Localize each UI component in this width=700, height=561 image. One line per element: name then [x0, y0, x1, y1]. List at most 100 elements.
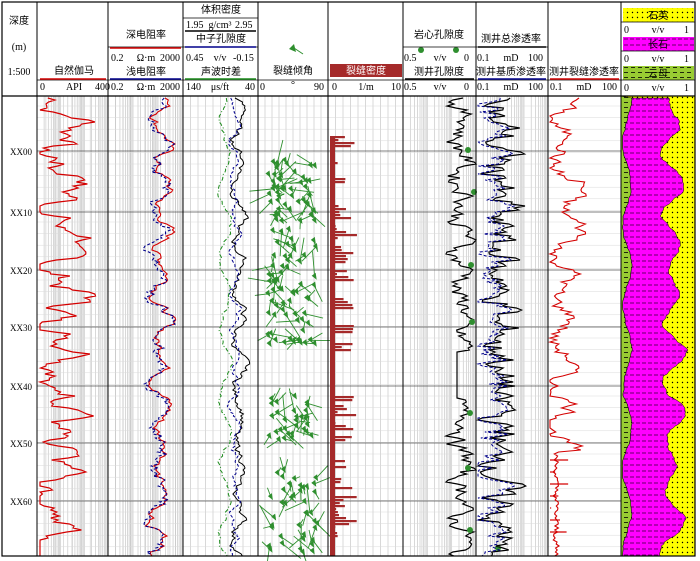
fracture-dip-tail — [271, 301, 295, 311]
fracture-dip-tadpole — [267, 545, 273, 553]
fracture-dip-tadpole — [288, 185, 294, 193]
fracture-dip-tadpole — [298, 179, 304, 187]
fracture-dip-tadpole — [282, 201, 288, 209]
fracture-dip-tadpole — [311, 281, 317, 289]
fracture-dip-tadpole — [310, 236, 316, 244]
fracture-dip-tail — [302, 513, 307, 526]
fracture-dip-tadpole — [306, 177, 312, 185]
core-porosity-point — [467, 410, 473, 416]
fperm-min: 0.1 — [550, 82, 563, 93]
fracture-dip-tadpole — [270, 177, 276, 185]
fracture-dip-tail — [270, 216, 276, 226]
fracture-dip-tail — [257, 334, 269, 342]
fracture-density-bar — [330, 523, 350, 526]
fracture-dip-tadpole — [298, 280, 304, 288]
ac-unit: μs/ft — [211, 82, 229, 93]
ac-curve — [217, 97, 234, 557]
fracture-dip-tadpole — [268, 523, 274, 531]
fracture-dip-tadpole — [271, 311, 277, 319]
fracture-dip-tail — [300, 523, 302, 550]
quartz-unit: v/v — [652, 25, 665, 36]
fracture-dip-tadpole — [301, 251, 307, 259]
fracture-density-bar — [330, 460, 345, 463]
fracture-dip-tadpole — [279, 539, 285, 547]
fracture-dip-tadpole — [296, 521, 302, 529]
fracture-dip-tadpole — [298, 413, 304, 421]
mica-min: 0 — [624, 83, 629, 94]
fracture-density-bar — [330, 301, 348, 304]
fracture-density-bar — [330, 439, 346, 442]
fracture-dip-tadpole — [311, 479, 317, 487]
fracture-density-bar — [330, 499, 344, 502]
gr-curve-name: 自然伽马 — [54, 64, 94, 77]
fracture-dip-tadpole — [290, 491, 296, 499]
fracture-dip-tadpole — [304, 294, 310, 302]
fracture-density-bar — [330, 276, 349, 279]
fracture-density-bar — [330, 436, 352, 439]
fracture-dip-tadpole — [303, 407, 309, 415]
fracture-dip-tadpole — [284, 256, 290, 264]
core-porosity-point — [468, 262, 474, 268]
fracture-dip-tadpole — [281, 338, 287, 346]
den-unit: g/cm³ — [209, 20, 232, 31]
fracture-dip-tadpole — [281, 156, 287, 164]
fracture-dip-tadpole — [275, 210, 281, 218]
fracture-dip-tadpole — [266, 277, 272, 285]
fracture-dip-tadpole — [271, 171, 277, 179]
fracture-dip-tadpole — [311, 272, 317, 280]
fracture-dip-tail — [298, 215, 312, 222]
fracture-dip-tadpole — [274, 408, 280, 416]
ac-max: 40 — [245, 82, 255, 93]
fracture-density-bar — [330, 487, 353, 490]
fracture-dip-tadpole — [311, 162, 317, 170]
fracture-dip-tadpole — [266, 271, 272, 279]
fperm-unit: mD — [577, 82, 592, 93]
mica-unit: v/v — [652, 83, 665, 94]
dip-legend-tadpole — [289, 44, 296, 52]
fracture-dip-tail — [271, 333, 292, 338]
fracture-density-bar — [330, 425, 346, 428]
fracture-dip-tadpole — [282, 416, 288, 424]
fracture-dip-tadpole — [281, 434, 287, 442]
fracture-density-bar — [330, 217, 352, 220]
fracture-dip-tadpole — [268, 329, 274, 337]
fracture-dip-tadpole — [278, 532, 284, 540]
fracture-density-bar — [330, 331, 353, 334]
res-deep-max: 2000 — [160, 53, 180, 64]
log-phi-min: 0.5 — [404, 82, 417, 93]
fperm-max: 100 — [602, 82, 617, 93]
fracture-dip-tadpole — [300, 483, 306, 491]
fracture-density-bar — [330, 496, 357, 499]
fracture-density-bar — [330, 304, 353, 307]
fracture-density-bar — [330, 136, 335, 556]
fracture-dip-tadpole — [266, 190, 272, 198]
fracture-dip-tadpole — [278, 285, 284, 293]
gr-curve — [37, 97, 97, 556]
dip-unit: ° — [291, 80, 295, 91]
fracture-dip-tadpole — [290, 289, 296, 297]
dip-legend-tail — [293, 47, 304, 55]
core-phi-name: 岩心孔隙度 — [414, 28, 464, 41]
fracture-dip-tadpole — [265, 309, 271, 317]
fracture-density-bar — [330, 478, 342, 481]
fracture-dip-tail — [285, 315, 301, 338]
fracture-dip-tadpole — [313, 474, 319, 482]
mica-name: 云母 — [648, 68, 668, 80]
fracture-density-bar — [330, 414, 357, 417]
core-porosity-point — [469, 319, 475, 325]
curves-layer — [37, 95, 695, 561]
core-porosity-point — [465, 147, 471, 153]
fracture-dip-tadpole — [303, 509, 309, 517]
fracture-dip-tail — [298, 191, 309, 203]
fracture-dip-tail — [312, 251, 316, 277]
depth-label: XX40 — [10, 382, 32, 392]
fracture-dip-tadpole — [276, 192, 282, 200]
log-phi-max: 0 — [464, 82, 469, 93]
res-deep-name: 深电阻率 — [126, 28, 166, 41]
fracture-dip-tadpole — [301, 309, 307, 317]
fracture-dip-tadpole — [309, 540, 315, 548]
fracture-dip-tadpole — [286, 297, 292, 305]
fracture-density-bar — [330, 466, 347, 469]
res-shallow-max: 2000 — [160, 82, 180, 93]
fracture-dip-tail — [305, 332, 323, 344]
